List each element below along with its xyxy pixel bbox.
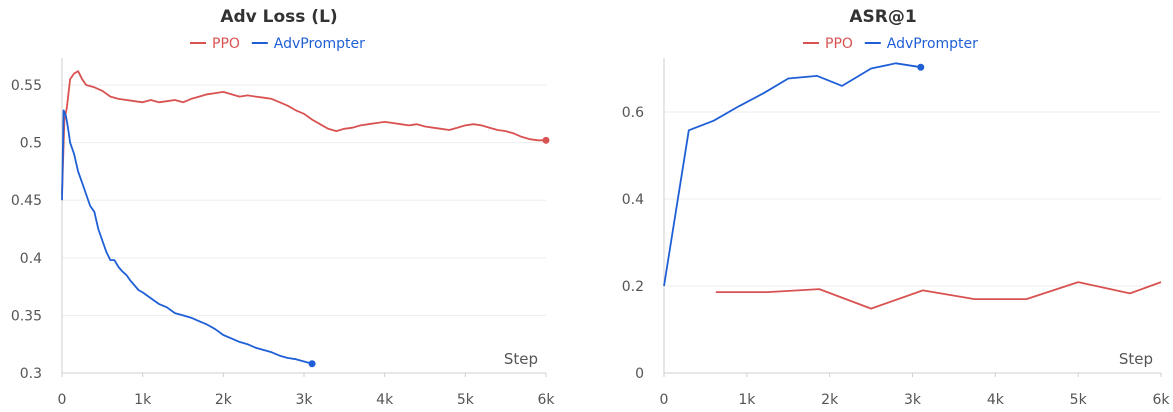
chart-title: ASR@1 <box>849 7 916 27</box>
y-tick-label: 0.35 <box>11 308 42 324</box>
x-tick-label: 0 <box>660 392 669 408</box>
x-tick-label: 3k <box>904 392 922 408</box>
series-line-ppo <box>61 70 546 195</box>
series-end-point <box>917 63 925 71</box>
y-tick-label: 0.4 <box>20 251 42 267</box>
series-line-ppo <box>715 281 1162 310</box>
y-tick-label: 0.2 <box>622 279 644 295</box>
asr-chart: ASR@1 PPO AdvPrompter 0 0.2 0.4 0.6 0 1k 2k 3k 4k 5k… <box>622 7 1171 408</box>
x-tick-label: 4k <box>987 392 1005 408</box>
x-tick-label: 2k <box>215 392 233 408</box>
x-tick-label: 2k <box>821 392 839 408</box>
y-tick-label: 0.6 <box>622 105 644 121</box>
x-axis-label: Step <box>1119 350 1153 368</box>
x-axis-label: Step <box>504 350 538 368</box>
series-line-advprompter <box>61 109 313 365</box>
x-tick-label: 5k <box>1070 392 1088 408</box>
x-tick-label: 4k <box>376 392 394 408</box>
legend-label: PPO <box>825 36 853 52</box>
y-tick-label: 0.5 <box>20 136 42 152</box>
x-tick-label: 6k <box>1152 392 1170 408</box>
x-tick-label: 0 <box>58 392 67 408</box>
x-tick-label: 5k <box>457 392 475 408</box>
chart-title: Adv Loss (L) <box>220 7 337 27</box>
legend-label: PPO <box>212 36 240 52</box>
y-tick-label: 0.45 <box>11 193 42 209</box>
series-line-advprompter <box>663 62 921 287</box>
y-tick-label: 0.3 <box>20 366 42 382</box>
series-end-point <box>308 360 316 368</box>
x-tick-label: 6k <box>537 392 555 408</box>
series-end-point <box>542 136 550 144</box>
legend-label: AdvPrompter <box>887 36 978 52</box>
legend-label: AdvPrompter <box>274 36 365 52</box>
y-tick-label: 0 <box>635 366 644 382</box>
y-tick-label: 0.4 <box>622 192 644 208</box>
x-tick-label: 1k <box>134 392 152 408</box>
x-tick-label: 3k <box>295 392 313 408</box>
y-tick-label: 0.55 <box>11 78 42 94</box>
adv-loss-chart: Adv Loss (L) PPO AdvPrompter 0.3 0.35 0.4 0.45… <box>11 7 556 408</box>
x-tick-label: 1k <box>738 392 756 408</box>
